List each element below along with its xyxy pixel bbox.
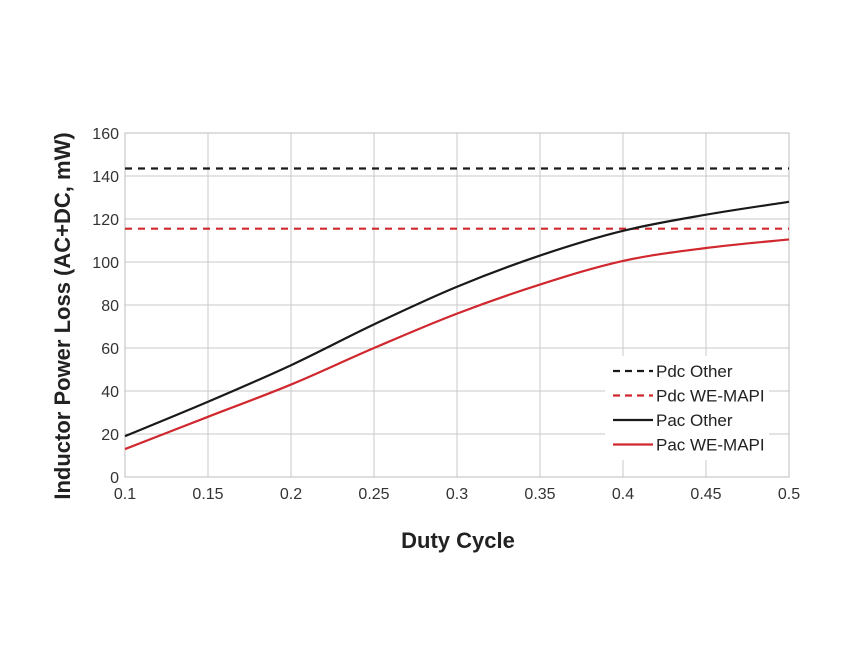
x-tick-label: 0.15 (192, 486, 223, 503)
x-tick-label: 0.5 (778, 486, 800, 503)
y-tick-labels: 0 20 40 60 80 100 120 140 160 (92, 126, 119, 487)
x-tick-label: 0.45 (690, 486, 721, 503)
x-tick-label: 0.4 (612, 486, 634, 503)
y-tick-label: 140 (92, 169, 119, 186)
x-tick-label: 0.25 (358, 486, 389, 503)
x-tick-label: 0.35 (524, 486, 555, 503)
x-tick-label: 0.3 (446, 486, 468, 503)
legend-label: Pac WE-MAPI (656, 436, 765, 455)
y-tick-label: 120 (92, 212, 119, 229)
y-tick-label: 20 (101, 427, 119, 444)
y-tick-label: 40 (101, 384, 119, 401)
x-axis-title: Duty Cycle (401, 528, 515, 553)
y-axis-title: Inductor Power Loss (AC+DC, mW) (50, 132, 75, 499)
y-tick-label: 0 (110, 470, 119, 487)
series-line-pac-we-mapi (124, 238, 790, 451)
x-tick-labels: 0.1 0.15 0.2 0.25 0.3 0.35 0.4 0.45 0.5 (114, 486, 800, 503)
y-tick-label: 60 (101, 341, 119, 358)
y-tick-label: 160 (92, 126, 119, 143)
plot-frame (124, 132, 790, 478)
y-tick-label: 80 (101, 298, 119, 315)
grid (124, 132, 790, 478)
x-tick-label: 0.2 (280, 486, 302, 503)
x-tick-label: 0.1 (114, 486, 136, 503)
series-line-pac-other (124, 200, 790, 438)
y-tick-label: 100 (92, 255, 119, 272)
legend: Pdc Other Pdc WE-MAPI Pac Other Pac WE-MAPI (605, 356, 769, 460)
legend-label: Pdc Other (656, 362, 733, 381)
legend-label: Pdc WE-MAPI (656, 387, 765, 406)
legend-background (605, 356, 769, 460)
series-lines (124, 167, 790, 451)
legend-label: Pac Other (656, 411, 733, 430)
